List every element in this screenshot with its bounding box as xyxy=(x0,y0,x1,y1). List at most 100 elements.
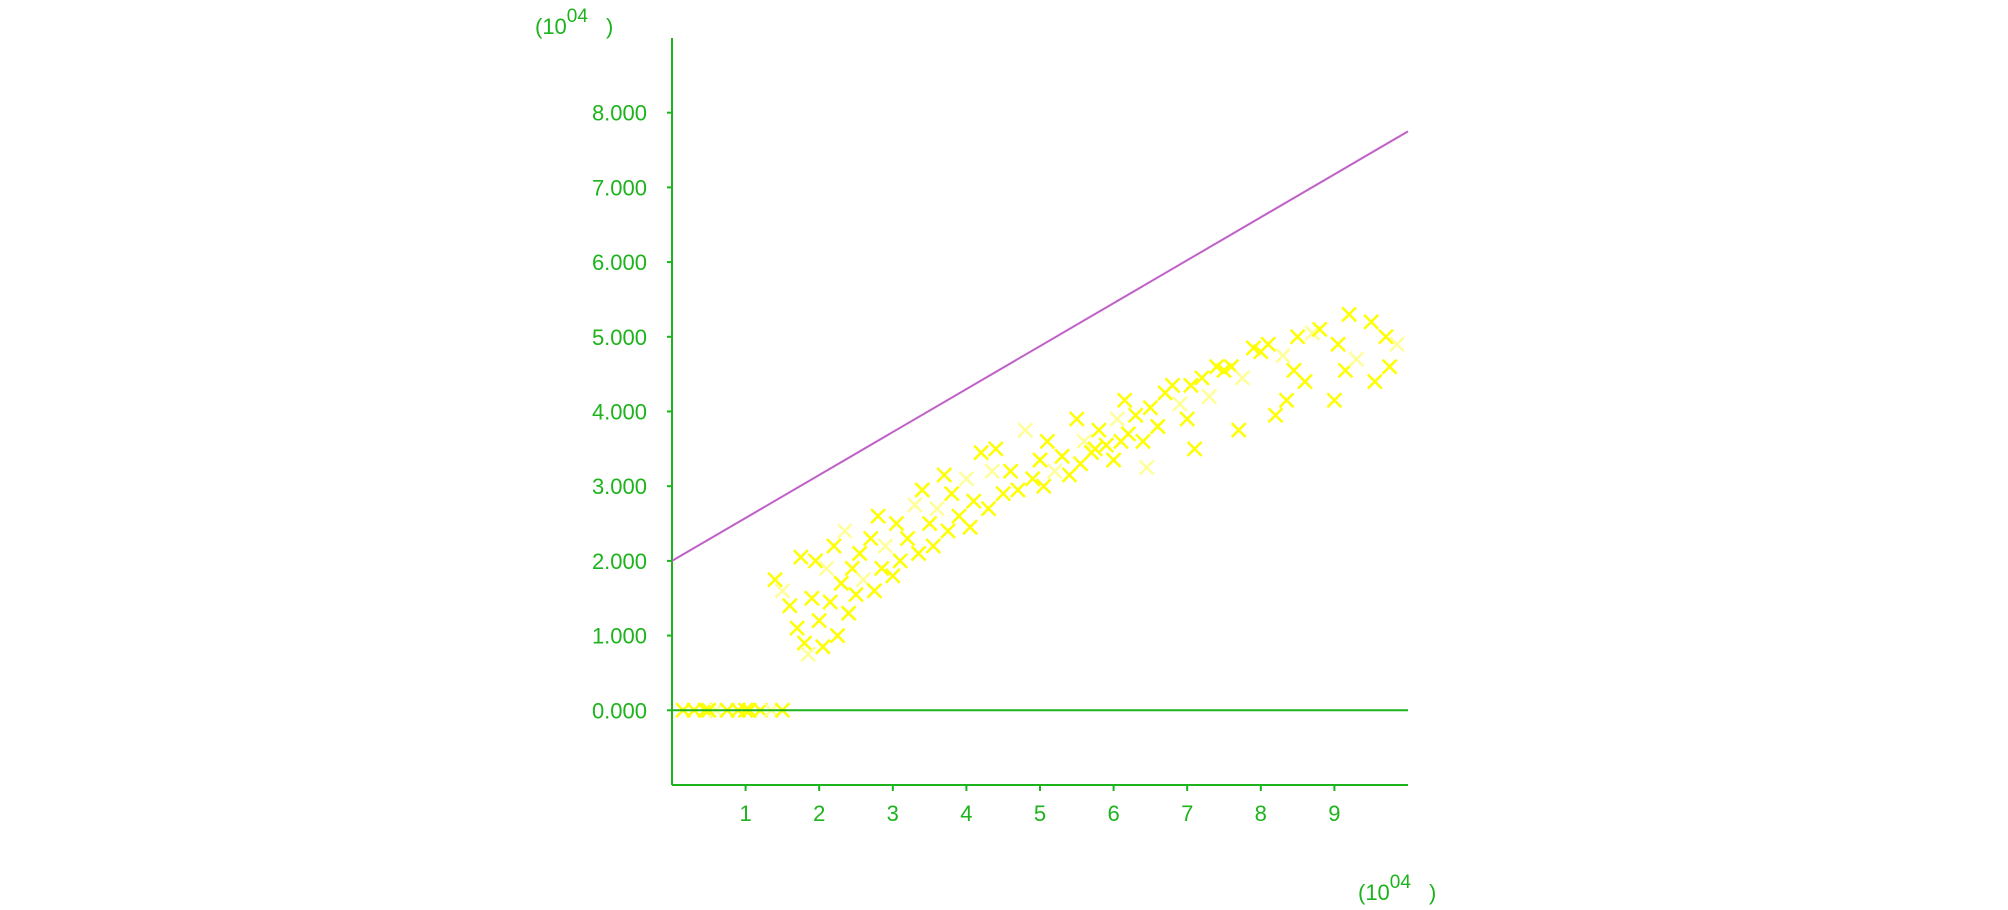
scatter-point xyxy=(851,545,868,562)
y-tick-label: 2.000 xyxy=(592,549,647,574)
scatter-point xyxy=(1363,313,1380,330)
scatter-point xyxy=(921,515,938,532)
scatter-point xyxy=(995,485,1012,502)
scatter-point xyxy=(807,553,824,569)
scatter-point xyxy=(840,605,857,622)
scatter-point xyxy=(1311,321,1328,338)
scatter-point xyxy=(767,571,783,588)
scatter-point xyxy=(1087,440,1104,457)
x-tick-label: 5 xyxy=(1034,801,1046,826)
scatter-point xyxy=(1142,399,1159,416)
y-tick-label: 8.000 xyxy=(592,101,647,126)
scatter-point xyxy=(929,500,945,517)
scatter-point xyxy=(1024,470,1041,487)
scatter-point xyxy=(1135,433,1151,450)
scatter-point xyxy=(965,493,982,510)
scatter-point xyxy=(1105,452,1122,468)
scatter-point xyxy=(837,523,853,539)
scatter-point xyxy=(888,515,905,532)
scatter-point xyxy=(906,496,923,513)
scatter-point xyxy=(796,635,813,651)
scatter-point xyxy=(822,594,839,610)
x-ticks: 1 2 3 4 5 6 7 8 9 xyxy=(739,785,1341,826)
scatter-point xyxy=(1002,463,1019,480)
scatter-point xyxy=(1260,336,1277,353)
y-tick-label: 5.000 xyxy=(592,325,647,350)
scatter-point xyxy=(1234,370,1251,386)
scatter-point xyxy=(1149,418,1166,435)
scatter-point xyxy=(1046,463,1063,480)
scatter-point xyxy=(811,612,828,629)
scatter-point xyxy=(803,590,820,607)
scatter-point xyxy=(1230,422,1247,439)
scatter-point xyxy=(873,560,890,577)
scatter-point xyxy=(1076,433,1093,450)
scatter-point xyxy=(1127,407,1144,424)
scatter-point xyxy=(1116,392,1133,409)
scatter-point xyxy=(789,620,806,637)
scatter-point xyxy=(1171,396,1188,412)
y-tick-label: 4.000 xyxy=(592,400,647,425)
scatter-point xyxy=(884,567,901,584)
scatter-point xyxy=(1098,437,1115,453)
scatter-point xyxy=(1090,422,1107,439)
scatter-point xyxy=(973,444,990,461)
scatter-point xyxy=(980,500,997,517)
x-tick-label: 2 xyxy=(813,801,825,826)
scatter-point xyxy=(1194,370,1210,386)
scatter-point xyxy=(800,646,817,663)
scatter-point xyxy=(910,545,927,562)
scatter-point xyxy=(914,482,931,498)
scatter-point xyxy=(936,467,953,483)
scatter-point xyxy=(940,523,956,539)
scatter-point xyxy=(792,549,809,566)
scatter-point xyxy=(1341,306,1358,323)
x-multiplier: (1004) xyxy=(1358,872,1436,905)
scatter-point xyxy=(1366,373,1383,390)
scatter-point xyxy=(1179,411,1196,427)
y-tick-label: 7.000 xyxy=(592,175,647,200)
y-tick-label: 0.000 xyxy=(592,698,647,723)
x-tick-label: 4 xyxy=(960,801,972,826)
scatter-point xyxy=(833,575,850,592)
scatter-point xyxy=(1381,358,1398,375)
scatter-point xyxy=(1054,448,1070,465)
scatter-point xyxy=(1267,407,1284,424)
scatter-point xyxy=(1326,392,1343,409)
x-tick-label: 6 xyxy=(1107,801,1119,826)
scatter-point xyxy=(1109,411,1126,427)
scatter-point xyxy=(1164,377,1181,394)
scatter-point xyxy=(1274,347,1291,364)
scatter-point xyxy=(1039,433,1056,450)
scatter-point xyxy=(848,586,864,603)
scatter-point xyxy=(899,530,916,547)
scatter-point xyxy=(774,582,791,599)
scatter-point xyxy=(829,627,846,644)
scatter-point xyxy=(1389,336,1405,353)
scatter-point xyxy=(814,638,831,655)
y-tick-label: 3.000 xyxy=(592,474,647,499)
scatter-point xyxy=(943,485,960,502)
y-multiplier: (1004) xyxy=(535,6,613,39)
scatter-point xyxy=(1138,459,1155,476)
scatter-point xyxy=(1348,351,1365,368)
scatter-point xyxy=(892,553,909,569)
scatter-point xyxy=(1010,482,1026,498)
y-tick-label: 6.000 xyxy=(592,250,647,275)
scatter-point xyxy=(1032,452,1048,468)
scatter-point xyxy=(818,560,835,577)
scatter-point xyxy=(1186,440,1203,457)
scatter-point xyxy=(781,597,798,614)
scatter-point xyxy=(862,530,879,547)
scatter-point xyxy=(1330,336,1346,353)
scatter-point xyxy=(1378,328,1394,345)
x-tick-label: 9 xyxy=(1328,801,1340,826)
scatter-point xyxy=(1289,328,1306,345)
scatter-point xyxy=(1297,373,1313,390)
scatter-point xyxy=(1201,388,1218,405)
scatter-point xyxy=(962,519,978,536)
series-line xyxy=(671,130,1409,562)
reference-lines xyxy=(671,130,1409,712)
x-tick-label: 1 xyxy=(739,801,751,826)
